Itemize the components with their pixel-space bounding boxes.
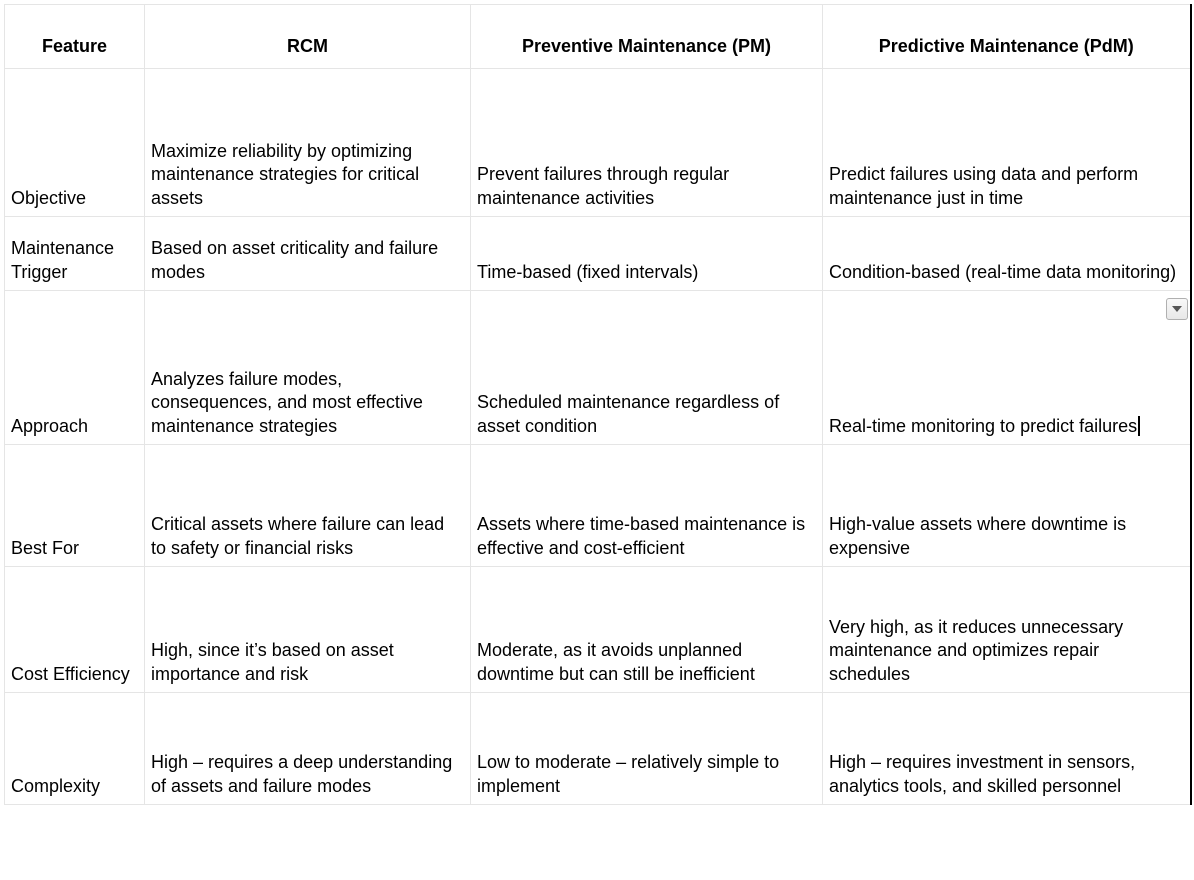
- cell-feature[interactable]: Best For: [5, 445, 145, 567]
- table-row: Objective Maximize reliability by optimi…: [5, 69, 1191, 217]
- cell-pdm[interactable]: High-value assets where downtime is expe…: [823, 445, 1191, 567]
- cell-pm[interactable]: Prevent failures through regular mainten…: [471, 69, 823, 217]
- col-header-pdm: Predictive Maintenance (PdM): [823, 5, 1191, 69]
- cell-pm[interactable]: Low to moderate – relatively simple to i…: [471, 693, 823, 805]
- table-row: Approach Analyzes failure modes, consequ…: [5, 291, 1191, 445]
- cell-rcm[interactable]: Maximize reliability by optimizing maint…: [145, 69, 471, 217]
- cell-pm[interactable]: Scheduled maintenance regardless of asse…: [471, 291, 823, 445]
- cell-pm[interactable]: Moderate, as it avoids unplanned downtim…: [471, 567, 823, 693]
- cell-feature[interactable]: Approach: [5, 291, 145, 445]
- cell-pdm[interactable]: Condition-based (real-time data monitori…: [823, 217, 1191, 291]
- cell-pdm[interactable]: High – requires investment in sensors, a…: [823, 693, 1191, 805]
- table-row: Complexity High – requires a deep unders…: [5, 693, 1191, 805]
- cell-rcm[interactable]: High – requires a deep understanding of …: [145, 693, 471, 805]
- cell-rcm[interactable]: Based on asset criticality and failure m…: [145, 217, 471, 291]
- cell-dropdown-button[interactable]: [1166, 298, 1188, 320]
- comparison-table: Feature RCM Preventive Maintenance (PM) …: [4, 4, 1192, 805]
- cell-rcm[interactable]: High, since it’s based on asset importan…: [145, 567, 471, 693]
- col-header-pm: Preventive Maintenance (PM): [471, 5, 823, 69]
- comparison-table-container: Feature RCM Preventive Maintenance (PM) …: [4, 4, 1190, 805]
- cell-rcm[interactable]: Analyzes failure modes, consequences, an…: [145, 291, 471, 445]
- cell-pdm[interactable]: Very high, as it reduces unnecessary mai…: [823, 567, 1191, 693]
- table-row: Cost Efficiency High, since it’s based o…: [5, 567, 1191, 693]
- chevron-down-icon: [1172, 306, 1182, 312]
- cell-feature[interactable]: Objective: [5, 69, 145, 217]
- cell-pdm[interactable]: Predict failures using data and perform …: [823, 69, 1191, 217]
- cell-feature[interactable]: Cost Efficiency: [5, 567, 145, 693]
- cell-feature[interactable]: Complexity: [5, 693, 145, 805]
- cell-pdm-text: Real-time monitoring to predict failures: [829, 416, 1137, 436]
- cell-rcm[interactable]: Critical assets where failure can lead t…: [145, 445, 471, 567]
- table-row: Best For Critical assets where failure c…: [5, 445, 1191, 567]
- cell-pdm-active[interactable]: Real-time monitoring to predict failures: [823, 291, 1191, 445]
- text-cursor: [1138, 416, 1140, 436]
- table-header-row: Feature RCM Preventive Maintenance (PM) …: [5, 5, 1191, 69]
- cell-feature[interactable]: Maintenance Trigger: [5, 217, 145, 291]
- col-header-feature: Feature: [5, 5, 145, 69]
- col-header-rcm: RCM: [145, 5, 471, 69]
- cell-pm[interactable]: Assets where time-based maintenance is e…: [471, 445, 823, 567]
- table-row: Maintenance Trigger Based on asset criti…: [5, 217, 1191, 291]
- cell-pm[interactable]: Time-based (fixed intervals): [471, 217, 823, 291]
